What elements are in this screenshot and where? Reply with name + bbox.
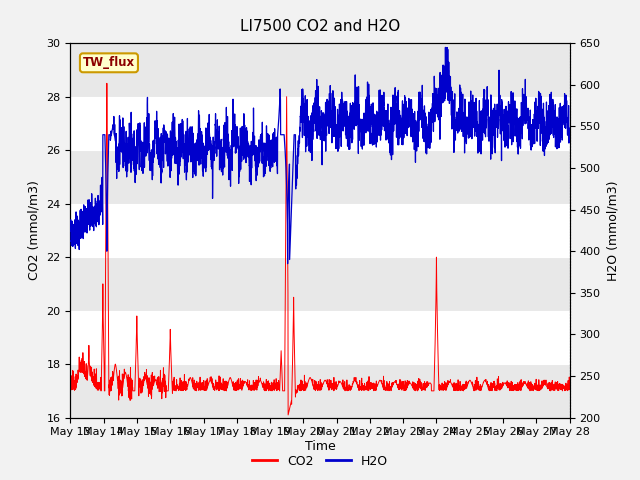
Y-axis label: H2O (mmol/m3): H2O (mmol/m3) [606, 180, 619, 281]
Y-axis label: CO2 (mmol/m3): CO2 (mmol/m3) [28, 180, 41, 280]
Legend: CO2, H2O: CO2, H2O [247, 450, 393, 473]
Bar [70, 257, 570, 311]
X-axis label: Time: Time [305, 440, 335, 453]
Bar [70, 43, 570, 96]
Text: LI7500 CO2 and H2O: LI7500 CO2 and H2O [240, 19, 400, 34]
Bar [70, 364, 570, 418]
Bar [70, 150, 570, 204]
Text: TW_flux: TW_flux [83, 56, 135, 69]
